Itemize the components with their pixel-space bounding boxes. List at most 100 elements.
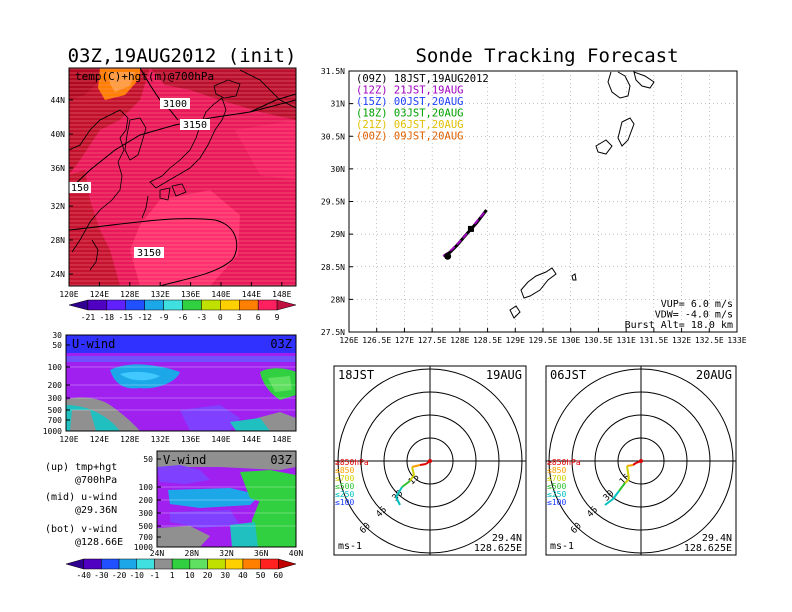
track-lat-tick: 28.5N	[321, 263, 345, 272]
colorbar-label: -9	[159, 313, 169, 322]
hodo-level: ≤500	[547, 482, 566, 491]
hodo-level: ≤500	[335, 482, 354, 491]
colorbar-cell	[144, 299, 164, 311]
colorbar-cell	[68, 299, 89, 311]
note-bot-b: @128.66E	[75, 537, 123, 548]
hodo-level: ≤850	[335, 466, 354, 475]
map-colorbar: -21 -18 -15 -12 -9 -6 -3 0 3 6 9	[68, 299, 297, 322]
track-lat-tick: 31N	[331, 100, 346, 109]
hodo-lat: 29.4N	[492, 533, 522, 544]
track-lat-tick: 29N	[331, 230, 346, 239]
contour-label: 3150	[183, 120, 207, 131]
colorbar-label: 30	[220, 571, 230, 580]
track-legend-entry: (00Z) 09JST,20AUG	[356, 131, 463, 143]
hodo-unit: ms-1	[550, 541, 574, 552]
colorbar-label: 20	[203, 571, 213, 580]
v-wind-y-tick: 50	[143, 455, 153, 464]
v-wind-x-tick: 28N	[185, 549, 200, 558]
track-legend: (09Z) 18JST,19AUG2012(12Z) 21JST,19AUG(1…	[356, 73, 489, 143]
u-wind-x-tick: 120E	[59, 435, 78, 444]
island-kyushu-tip	[607, 71, 631, 99]
track-legend-entry: (09Z) 18JST,19AUG2012	[356, 73, 489, 85]
colorbar-label: -15	[119, 313, 134, 322]
hodo-segment	[419, 463, 427, 466]
hodo-segment	[624, 478, 630, 484]
contour-label: 3150	[137, 248, 161, 259]
u-wind-y-tick: 1000	[43, 427, 62, 436]
map-lat-tick: 36N	[51, 164, 66, 173]
hodo-level: ≤100	[547, 498, 566, 507]
map-lat-tick: 44N	[51, 96, 66, 105]
colorbar-cell	[87, 299, 108, 311]
v-wind-label: V-wind	[163, 453, 206, 467]
colorbar-label: 40	[238, 571, 248, 580]
map-lon-tick: 132E	[151, 290, 170, 299]
u-wind-x-tick: 136E	[181, 435, 200, 444]
colorbar-cell	[224, 558, 244, 570]
left-title: 03Z,19AUG2012 (init)	[68, 45, 297, 67]
hodo-segment	[612, 490, 620, 500]
u-wind-x-tick: 132E	[151, 435, 170, 444]
hodo-date: 20AUG	[696, 368, 732, 382]
hodo-segment	[395, 496, 401, 506]
colorbar-label: 3	[237, 313, 242, 322]
map-lat-tick: 24N	[51, 270, 66, 279]
u-wind-x-tick: 140E	[211, 435, 230, 444]
hodo-level: ≤250	[547, 490, 566, 499]
colorbar-label: 6	[256, 313, 261, 322]
island-amami	[520, 267, 557, 299]
hodo-time: 06JST	[550, 368, 586, 382]
track-lon-tick: 129E	[506, 336, 525, 345]
track-lat-tick: 30.5N	[321, 132, 345, 141]
map-lon-tick: 140E	[211, 290, 230, 299]
v-wind-x-tick: 32N	[219, 549, 234, 558]
contour-label: 150	[71, 183, 89, 194]
colorbar-label: 10	[185, 571, 195, 580]
colorbar-cell	[276, 299, 297, 311]
hodo-level: ≤100	[335, 498, 354, 507]
track-lat-tick: 28N	[331, 295, 346, 304]
note-mid-b: @29.36N	[75, 505, 117, 516]
colorbar-cell	[242, 558, 261, 570]
colorbar-cell	[154, 558, 173, 570]
colorbar-label: 9	[275, 313, 280, 322]
colorbar-cell	[171, 558, 191, 570]
u-wind-y-tick: 700	[48, 416, 63, 425]
hodo-unit: ms-1	[338, 541, 362, 552]
colorbar-label: -30	[94, 571, 109, 580]
colorbar-label: -21	[81, 313, 96, 322]
colorbar-cell	[101, 558, 120, 570]
hodo-time: 18JST	[338, 368, 374, 382]
colorbar-cell	[278, 558, 297, 570]
island	[571, 273, 577, 281]
panel-notes: (up) tmp+hgt @700hPa (mid) u-wind @29.36…	[45, 462, 123, 548]
burst-marker	[467, 225, 474, 232]
v-wind-x-ticks: 24N 28N 32N 36N 40N	[150, 549, 304, 558]
v-wind-y-tick: 100	[139, 483, 154, 492]
map-lon-tick: 148E	[272, 290, 291, 299]
colorbar-cell	[239, 299, 259, 311]
colorbar-cell	[207, 558, 226, 570]
map-lon-ticks: 120E 124E 128E 132E 136E 140E 144E 148E	[59, 282, 292, 299]
colorbar-cell	[182, 299, 202, 311]
colorbar-label: -40	[76, 571, 91, 580]
track-lon-tick: 133E	[727, 336, 746, 345]
colorbar-label: -12	[137, 313, 152, 322]
u-wind-y-tick: 50	[52, 341, 62, 350]
track-lat-tick: 29.5N	[321, 198, 345, 207]
hodo-segment	[632, 462, 637, 466]
v-wind-colorbar: -40 -30 -20 -10 -1 1 10 20 30 40 50 60	[65, 558, 297, 580]
map-lat-ticks: 44N 40N 36N 32N 28N 24N	[51, 96, 73, 279]
colorbar-label: -20	[112, 571, 127, 580]
colorbar-label: -10	[130, 571, 145, 580]
v-wind-y-tick: 700	[139, 533, 154, 542]
colorbar-cell	[257, 299, 278, 311]
note-up-b: @700hPa	[75, 475, 117, 486]
colorbar-label: 0	[218, 313, 223, 322]
v-wind-y-tick: 300	[139, 509, 154, 518]
track-lon-tick: 131.5E	[639, 336, 668, 345]
track-lon-tick: 131E	[617, 336, 636, 345]
v-wind-y-tick: 200	[139, 496, 154, 505]
